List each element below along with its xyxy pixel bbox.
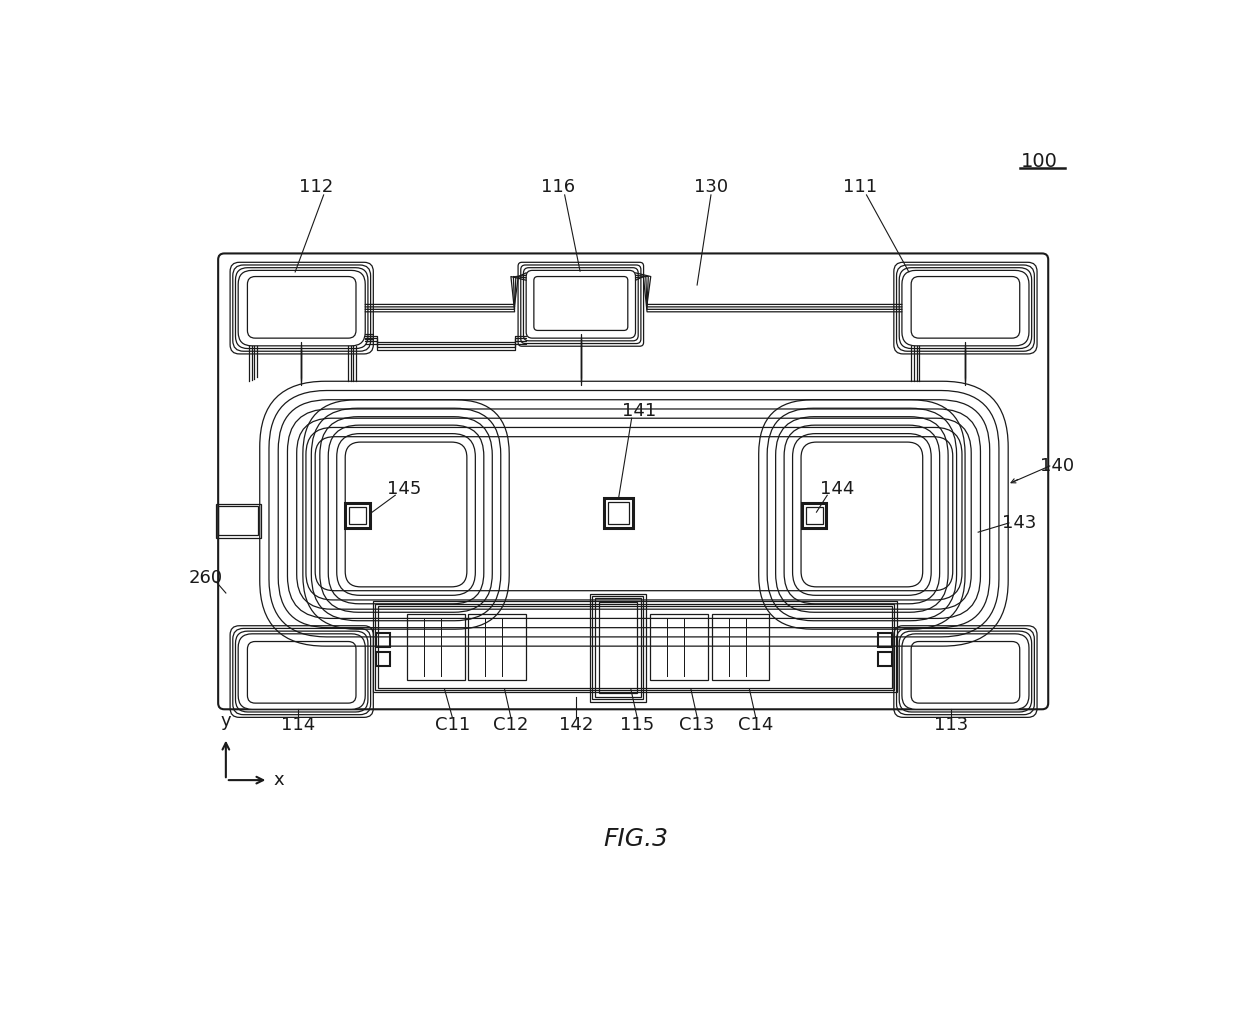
Bar [376, 652, 389, 666]
FancyBboxPatch shape [218, 253, 1048, 709]
FancyBboxPatch shape [901, 270, 1029, 345]
Text: 260: 260 [188, 569, 223, 586]
Bar [806, 507, 822, 523]
Text: 143: 143 [1002, 514, 1037, 531]
Text: 112: 112 [299, 178, 334, 196]
Bar [712, 614, 770, 680]
Text: 111: 111 [843, 178, 878, 196]
Bar [350, 507, 366, 523]
Bar [218, 506, 258, 536]
FancyBboxPatch shape [526, 270, 635, 338]
Bar [469, 614, 526, 680]
Text: x: x [274, 771, 284, 789]
Bar [599, 602, 637, 693]
Text: C14: C14 [738, 716, 774, 734]
Bar [376, 604, 894, 690]
Bar [407, 614, 465, 680]
Bar [373, 602, 897, 693]
Text: 100: 100 [1021, 152, 1058, 172]
Text: 140: 140 [1040, 457, 1075, 475]
Text: C12: C12 [494, 716, 528, 734]
Text: 144: 144 [820, 480, 854, 498]
Text: y: y [221, 712, 231, 730]
Text: C13: C13 [680, 716, 714, 734]
FancyBboxPatch shape [901, 634, 1029, 709]
Text: FIG.3: FIG.3 [603, 827, 668, 851]
Bar [608, 503, 630, 523]
Text: 116: 116 [542, 178, 575, 196]
FancyBboxPatch shape [238, 270, 366, 345]
Bar [650, 614, 708, 680]
FancyBboxPatch shape [238, 634, 366, 709]
Text: C11: C11 [434, 716, 470, 734]
Bar [377, 606, 892, 688]
Text: 114: 114 [281, 716, 315, 734]
Text: 130: 130 [694, 178, 728, 196]
Bar [878, 652, 892, 666]
Text: 113: 113 [934, 716, 968, 734]
Text: 142: 142 [559, 716, 594, 734]
Bar [590, 594, 646, 702]
Bar [878, 633, 892, 647]
Text: 145: 145 [387, 480, 422, 498]
Bar [216, 504, 260, 538]
Text: 141: 141 [622, 401, 656, 420]
Bar [593, 596, 644, 699]
Bar [604, 498, 634, 527]
Bar [345, 503, 370, 527]
Bar [802, 503, 826, 527]
Bar [595, 599, 641, 697]
Bar [376, 633, 389, 647]
Text: 115: 115 [620, 716, 655, 734]
